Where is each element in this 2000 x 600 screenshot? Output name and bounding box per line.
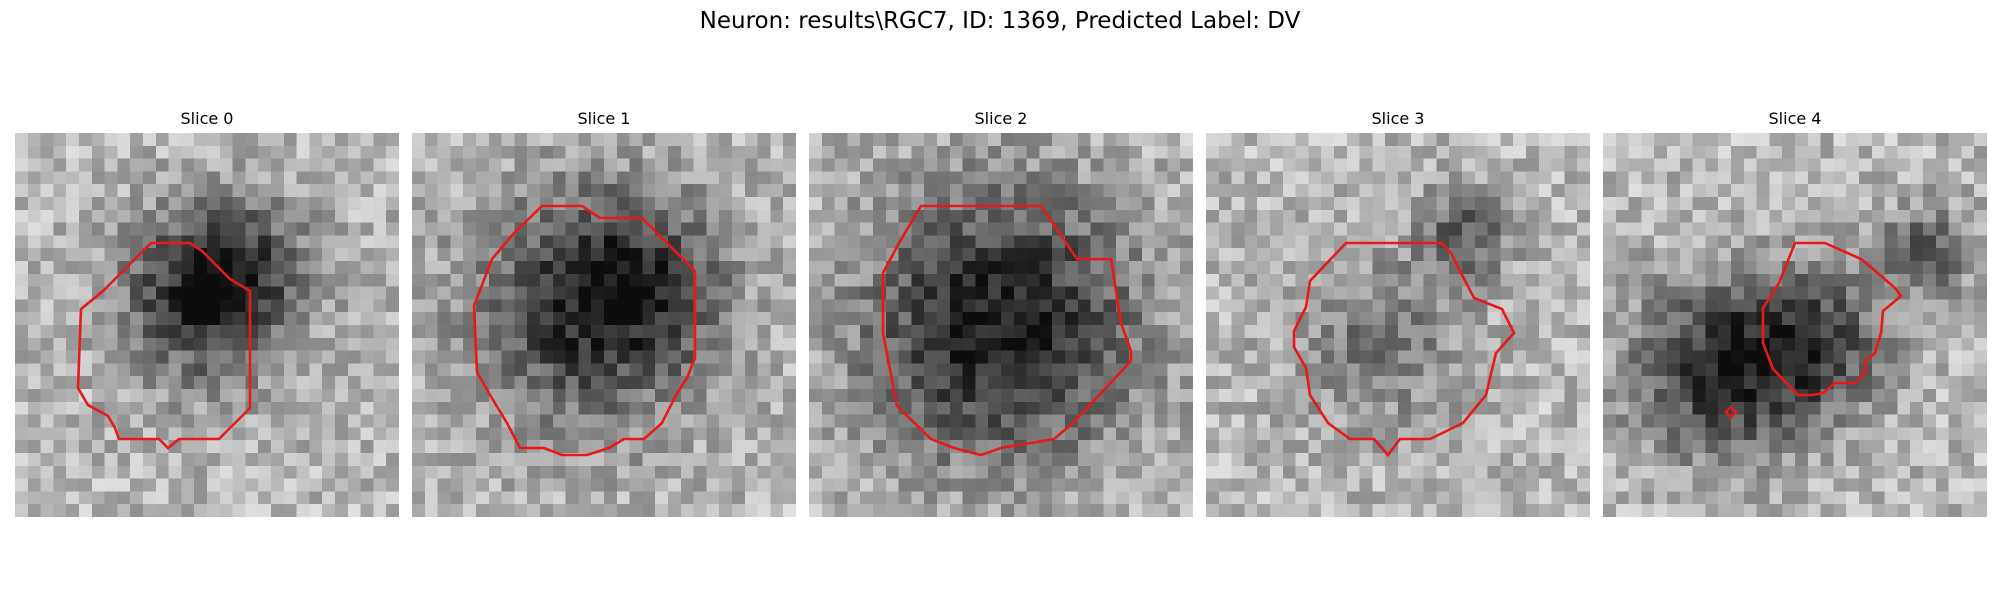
- roi-outline: [472, 204, 697, 457]
- slice-image-1: [412, 133, 796, 517]
- slice-panel-4: Slice 4: [1603, 108, 1987, 517]
- slice-title: Slice 2: [974, 109, 1028, 128]
- slice-title: Slice 4: [1768, 109, 1822, 128]
- grayscale-image: [809, 133, 1193, 517]
- slice-title: Slice 1: [577, 109, 631, 128]
- slice-image-0: [15, 133, 399, 517]
- grayscale-image: [1206, 133, 1590, 517]
- grayscale-image: [15, 133, 399, 517]
- slice-title: Slice 0: [180, 109, 234, 128]
- roi-outline: [1761, 241, 1903, 397]
- roi-outline-small: [1724, 405, 1738, 419]
- roi-contour: [1292, 241, 1516, 458]
- slice-panel-3: Slice 3: [1206, 108, 1590, 517]
- slice-image-3: [1206, 133, 1590, 517]
- roi-outline: [881, 204, 1133, 457]
- slice-panel-0: Slice 0: [15, 108, 399, 517]
- roi-contour: [881, 204, 1133, 457]
- grayscale-image: [1603, 133, 1987, 517]
- roi-outline: [1292, 241, 1516, 458]
- roi-contour: [472, 204, 697, 457]
- slice-panel-1: Slice 1: [412, 108, 796, 517]
- roi-contour: [1724, 241, 1903, 419]
- roi-contour: [76, 241, 252, 450]
- slice-title: Slice 3: [1371, 109, 1425, 128]
- figure-title: Neuron: results\RGC7, ID: 1369, Predicte…: [699, 8, 1301, 34]
- roi-outline: [76, 241, 252, 450]
- slice-image-4: [1603, 133, 1987, 517]
- slice-image-2: [809, 133, 1193, 517]
- slice-panel-2: Slice 2: [809, 108, 1193, 517]
